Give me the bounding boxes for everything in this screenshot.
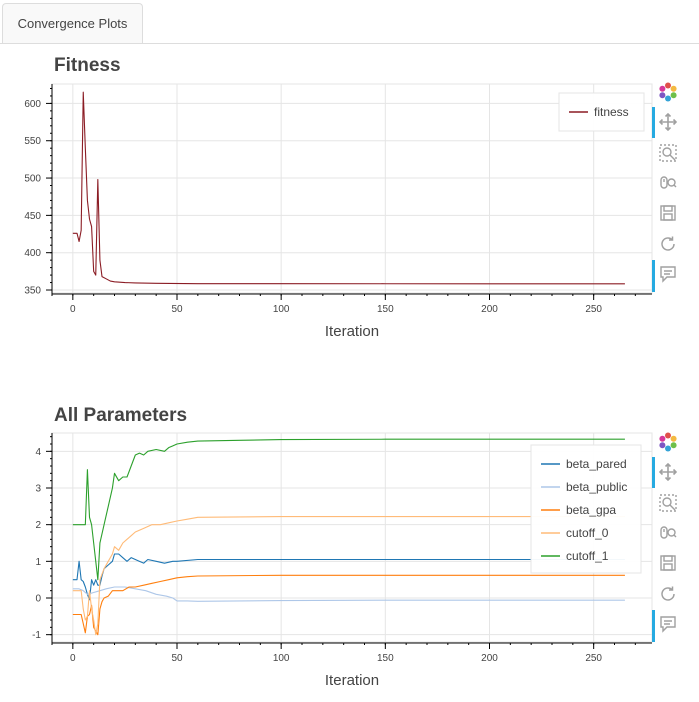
box-zoom-icon[interactable] [656,491,680,515]
active-tool-indicator [652,260,655,292]
x-axis-title: Iteration [325,672,379,689]
x-tick-label: 250 [585,653,602,664]
series-group [72,438,625,636]
y-tick-label: 450 [24,211,41,222]
wheel-zoom-icon[interactable] [656,521,680,545]
y-tick-label: 550 [24,136,41,147]
legend-item-cutoff-1: cutoff_1 [566,549,609,563]
fitness-title: Fitness [54,55,121,76]
save-icon[interactable] [656,201,680,225]
bokeh-logo-icon[interactable] [656,80,680,104]
x-tick-label: 0 [70,653,76,664]
y-tick-label: 1 [35,557,41,568]
tabs-divider [0,43,699,44]
y-tick-label: -1 [32,630,41,641]
y-tick-label: 3 [35,484,41,495]
y-tick-label: 4 [35,447,41,458]
reset-icon[interactable] [656,232,680,256]
x-axis-title: Iteration [325,323,379,340]
active-tool-indicator [652,457,655,488]
series-group [72,91,625,285]
pan-icon[interactable] [656,460,680,484]
legend-item-beta-public: beta_public [566,480,627,494]
series-line-beta-pared [72,553,625,601]
series-line-cutoff-0 [72,516,625,636]
legend: fitness [558,92,645,132]
x-tick-label: 200 [481,653,498,664]
legend-item-beta-gpa: beta_gpa [566,503,616,517]
x-tick-label: 250 [585,304,602,315]
y-tick-label: 350 [24,286,41,297]
y-tick-label: 400 [24,248,41,259]
axes: 0 50 100 150 200 250 350 400 450 500 550 600 [24,84,652,315]
tab-convergence-plots[interactable]: Convergence Plots [2,3,143,43]
y-tick-label: 500 [24,174,41,185]
params-plot[interactable]: 0 50 100 150 200 250 -1 0 1 2 3 4 Iteration beta_pare… [0,430,699,700]
tabs-bar: Convergence Plots [0,0,699,44]
save-icon[interactable] [656,551,680,575]
legend-item-beta-pared: beta_pared [566,457,627,471]
params-title: All Parameters [54,405,188,426]
x-tick-label: 100 [273,653,290,664]
x-tick-label: 150 [377,653,394,664]
x-tick-label: 50 [171,304,183,315]
series-line-fitness [72,91,625,285]
series-line-beta-gpa [72,574,625,636]
y-tick-label: 2 [35,520,41,531]
box-zoom-icon[interactable] [656,141,680,165]
legend-item-cutoff-0: cutoff_0 [566,526,609,540]
pan-icon[interactable] [656,110,680,134]
params-toolbar [652,430,684,645]
series-line-beta-public [72,586,625,602]
legend-item-fitness: fitness [594,105,629,119]
x-tick-label: 200 [481,304,498,315]
x-tick-label: 50 [171,653,183,664]
wheel-zoom-icon[interactable] [656,171,680,195]
series-line-cutoff-1 [72,438,625,581]
active-tool-indicator [652,610,655,642]
reset-icon[interactable] [656,582,680,606]
hover-icon[interactable] [656,612,680,636]
fitness-plot[interactable]: 0 50 100 150 200 250 350 400 450 500 550 600 Iterati… [0,80,699,350]
active-tool-indicator [652,107,655,138]
x-tick-label: 100 [273,304,290,315]
x-tick-label: 0 [70,304,76,315]
bokeh-logo-icon[interactable] [656,430,680,454]
x-tick-label: 150 [377,304,394,315]
legend: beta_pared beta_public beta_gpa cutoff_0cut… [530,444,642,574]
hover-icon[interactable] [656,262,680,286]
axes: 0 50 100 150 200 250 -1 0 1 2 3 4 [32,433,652,664]
y-tick-label: 0 [35,594,41,605]
legend-box [530,444,642,574]
fitness-toolbar [652,80,684,295]
y-tick-label: 600 [24,99,41,110]
